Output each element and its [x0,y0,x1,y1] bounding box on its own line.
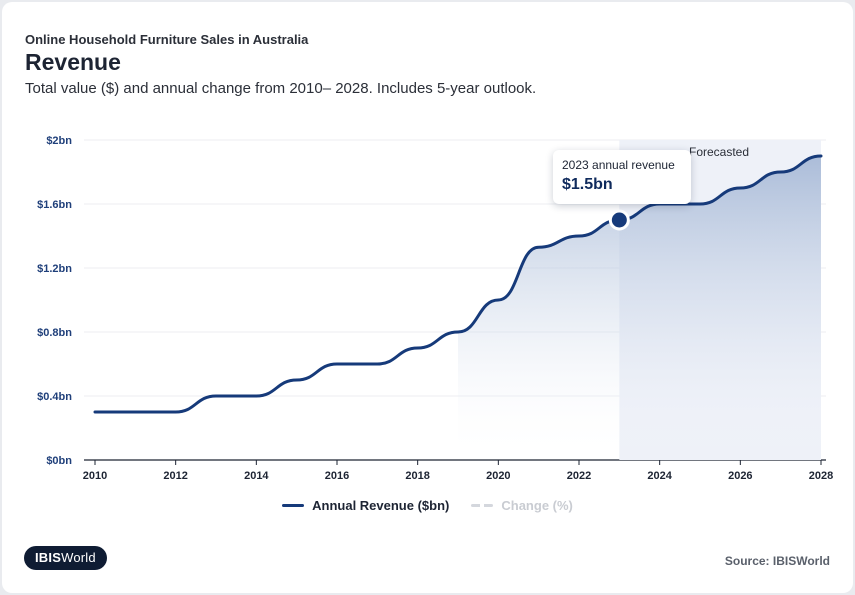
tooltip-value: $1.5bn [562,176,613,193]
y-axis: $0bn $0.4bn $0.8bn $1.2bn $1.6bn $2bn [37,135,72,467]
y-tick-label: $2bn [46,135,72,147]
y-tick-label: $0.8bn [37,327,72,339]
logo-regular: World [61,550,96,565]
x-tick-label: 2016 [325,470,349,482]
ibisworld-logo: IBISWorld [24,546,107,570]
x-axis: 2010 2012 2014 2016 2018 2020 2022 2024 2026 2028 [83,460,833,482]
chart-kicker: Online Household Furniture Sales in Aust… [25,32,309,47]
x-tick-label: 2014 [244,470,269,482]
highlight-point[interactable] [608,209,630,231]
x-tick-label: 2026 [728,470,752,482]
x-tick-label: 2010 [83,470,107,482]
x-tick-label: 2020 [486,470,510,482]
legend-item-change[interactable]: Change (%) [471,498,573,513]
logo-bold: IBIS [35,550,62,565]
forecast-label: Forecasted [689,145,749,159]
legend-item-revenue[interactable]: Annual Revenue ($bn) [282,498,449,513]
x-tick-label: 2022 [567,470,591,482]
y-tick-label: $0.4bn [37,391,72,403]
revenue-area [458,156,821,460]
source-note: Source: IBISWorld [724,554,830,568]
revenue-line [93,154,823,414]
x-tick-label: 2024 [647,470,672,482]
y-tick-label: $0bn [46,455,72,467]
legend-label-change: Change (%) [501,498,573,513]
y-tick-label: $1.2bn [37,263,72,275]
tooltip-label: 2023 annual revenue [562,158,675,172]
chart-legend: Annual Revenue ($bn) Change (%) [0,498,855,513]
revenue-tooltip: 2023 annual revenue $1.5bn [553,150,691,204]
x-tick-label: 2018 [405,470,429,482]
legend-swatch-change [471,504,494,507]
legend-swatch-revenue [282,504,305,507]
x-tick-label: 2028 [809,470,833,482]
chart-subtitle: Total value ($) and annual change from 2… [25,80,537,97]
x-tick-label: 2012 [163,470,187,482]
y-tick-label: $1.6bn [37,199,72,211]
chart-title: Revenue [25,49,121,75]
legend-label-revenue: Annual Revenue ($bn) [312,498,450,513]
